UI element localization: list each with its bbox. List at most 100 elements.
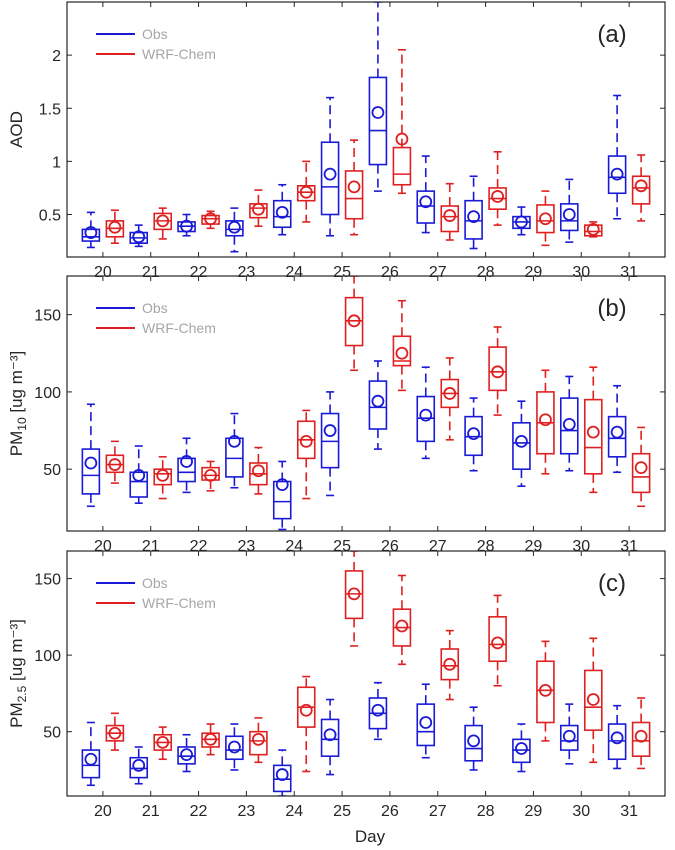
box-day-20 (105, 440, 125, 484)
panel-label: (b) (597, 295, 626, 322)
x-tick-label: 28 (477, 264, 495, 281)
mean-marker (323, 728, 337, 742)
mean-marker (634, 179, 648, 193)
mean-marker (562, 208, 576, 221)
legend-label-wrf-chem: WRF-Chem (142, 595, 216, 611)
mean-marker (562, 417, 576, 431)
box-day-27 (416, 366, 436, 460)
box-day-26 (368, 681, 388, 741)
box-day-28 (488, 151, 507, 226)
legend: Obs WRF-Chem (96, 26, 216, 62)
mean-marker (395, 346, 409, 360)
box-iqr (320, 141, 340, 216)
box-day-31 (607, 384, 627, 474)
box-day-20 (81, 403, 101, 508)
box-day-27 (416, 155, 436, 234)
x-tick-label: 24 (285, 264, 303, 281)
series-wrf-chem (105, 276, 651, 508)
plot-area (81, 276, 651, 531)
x-tick-label: 21 (142, 264, 160, 281)
mean-marker (347, 180, 361, 194)
mean-marker (395, 132, 409, 146)
legend-label-obs: Obs (142, 26, 168, 42)
mean-marker (108, 458, 122, 471)
x-tick-label: 23 (238, 803, 256, 820)
box-day-21 (129, 746, 149, 785)
box-iqr (225, 735, 244, 761)
mean-marker (491, 365, 505, 379)
panel-label: (a) (597, 21, 626, 48)
box-day-29 (512, 400, 531, 487)
mean-marker (371, 703, 385, 717)
box-iqr (368, 380, 388, 430)
x-tick-label: 25 (333, 803, 351, 820)
mean-marker (419, 408, 433, 422)
x-tick-label: 29 (525, 264, 543, 281)
y-tick-label: 1 (52, 154, 61, 171)
mean-marker (347, 587, 361, 601)
mean-marker (586, 425, 600, 439)
mean-marker (586, 693, 600, 706)
mean-marker (419, 195, 433, 209)
box-day-31 (631, 426, 651, 508)
x-axis-label: Day (355, 827, 386, 846)
mean-marker (491, 636, 505, 650)
box-day-21 (153, 726, 173, 761)
mean-marker (132, 758, 146, 772)
y-tick-label: 150 (34, 308, 61, 325)
box-day-29 (512, 723, 531, 773)
x-tick-label: 26 (381, 803, 399, 820)
y-tick-label: 100 (34, 648, 61, 665)
y-tick-label: 150 (34, 572, 61, 589)
mean-marker (251, 464, 265, 478)
box-day-23 (249, 189, 268, 227)
box-day-25 (344, 551, 364, 647)
mean-marker (443, 209, 457, 222)
box-day-25 (320, 391, 340, 497)
box-iqr (536, 204, 555, 234)
x-tick-label: 22 (190, 803, 208, 820)
box-iqr (440, 205, 460, 233)
legend-label-wrf-chem: WRF-Chem (142, 320, 216, 336)
mean-marker (371, 106, 385, 119)
series-obs (81, 681, 627, 796)
mean-marker (515, 742, 528, 755)
box-day-20 (105, 712, 125, 751)
box-iqr (559, 724, 579, 751)
mean-marker (539, 413, 552, 427)
mean-marker (132, 230, 146, 244)
y-tick-label: 2 (52, 48, 61, 65)
x-tick-label: 23 (238, 264, 256, 281)
mean-marker (275, 478, 289, 492)
box-iqr (607, 415, 627, 458)
y-tick-label: 100 (34, 385, 61, 402)
box-iqr (559, 397, 579, 455)
box-day-30 (559, 178, 579, 243)
x-tick-label: 29 (525, 803, 543, 820)
box-day-22 (177, 437, 196, 494)
mean-marker (84, 226, 98, 239)
y-tick-label: 50 (43, 462, 61, 479)
series-wrf-chem (105, 551, 651, 773)
box-iqr (416, 190, 436, 224)
mean-marker (323, 424, 337, 437)
box-day-25 (320, 96, 340, 237)
box-day-27 (440, 629, 460, 701)
box-day-20 (105, 209, 125, 244)
box-iqr (177, 457, 196, 483)
box-iqr (464, 199, 483, 240)
box-day-28 (464, 706, 483, 771)
mean-marker (467, 427, 481, 441)
y-axis-label: AOD (7, 111, 26, 148)
legend-label-obs: Obs (142, 575, 168, 591)
series-obs (81, 360, 627, 531)
box-iqr (464, 724, 483, 762)
box-iqr (631, 452, 651, 494)
axes-frame (66, 275, 666, 532)
box-iqr (559, 203, 579, 232)
box-day-24 (272, 183, 292, 236)
box-day-24 (296, 160, 316, 223)
box-day-20 (81, 721, 101, 787)
box-day-20 (81, 211, 101, 249)
box-iqr (512, 422, 531, 470)
